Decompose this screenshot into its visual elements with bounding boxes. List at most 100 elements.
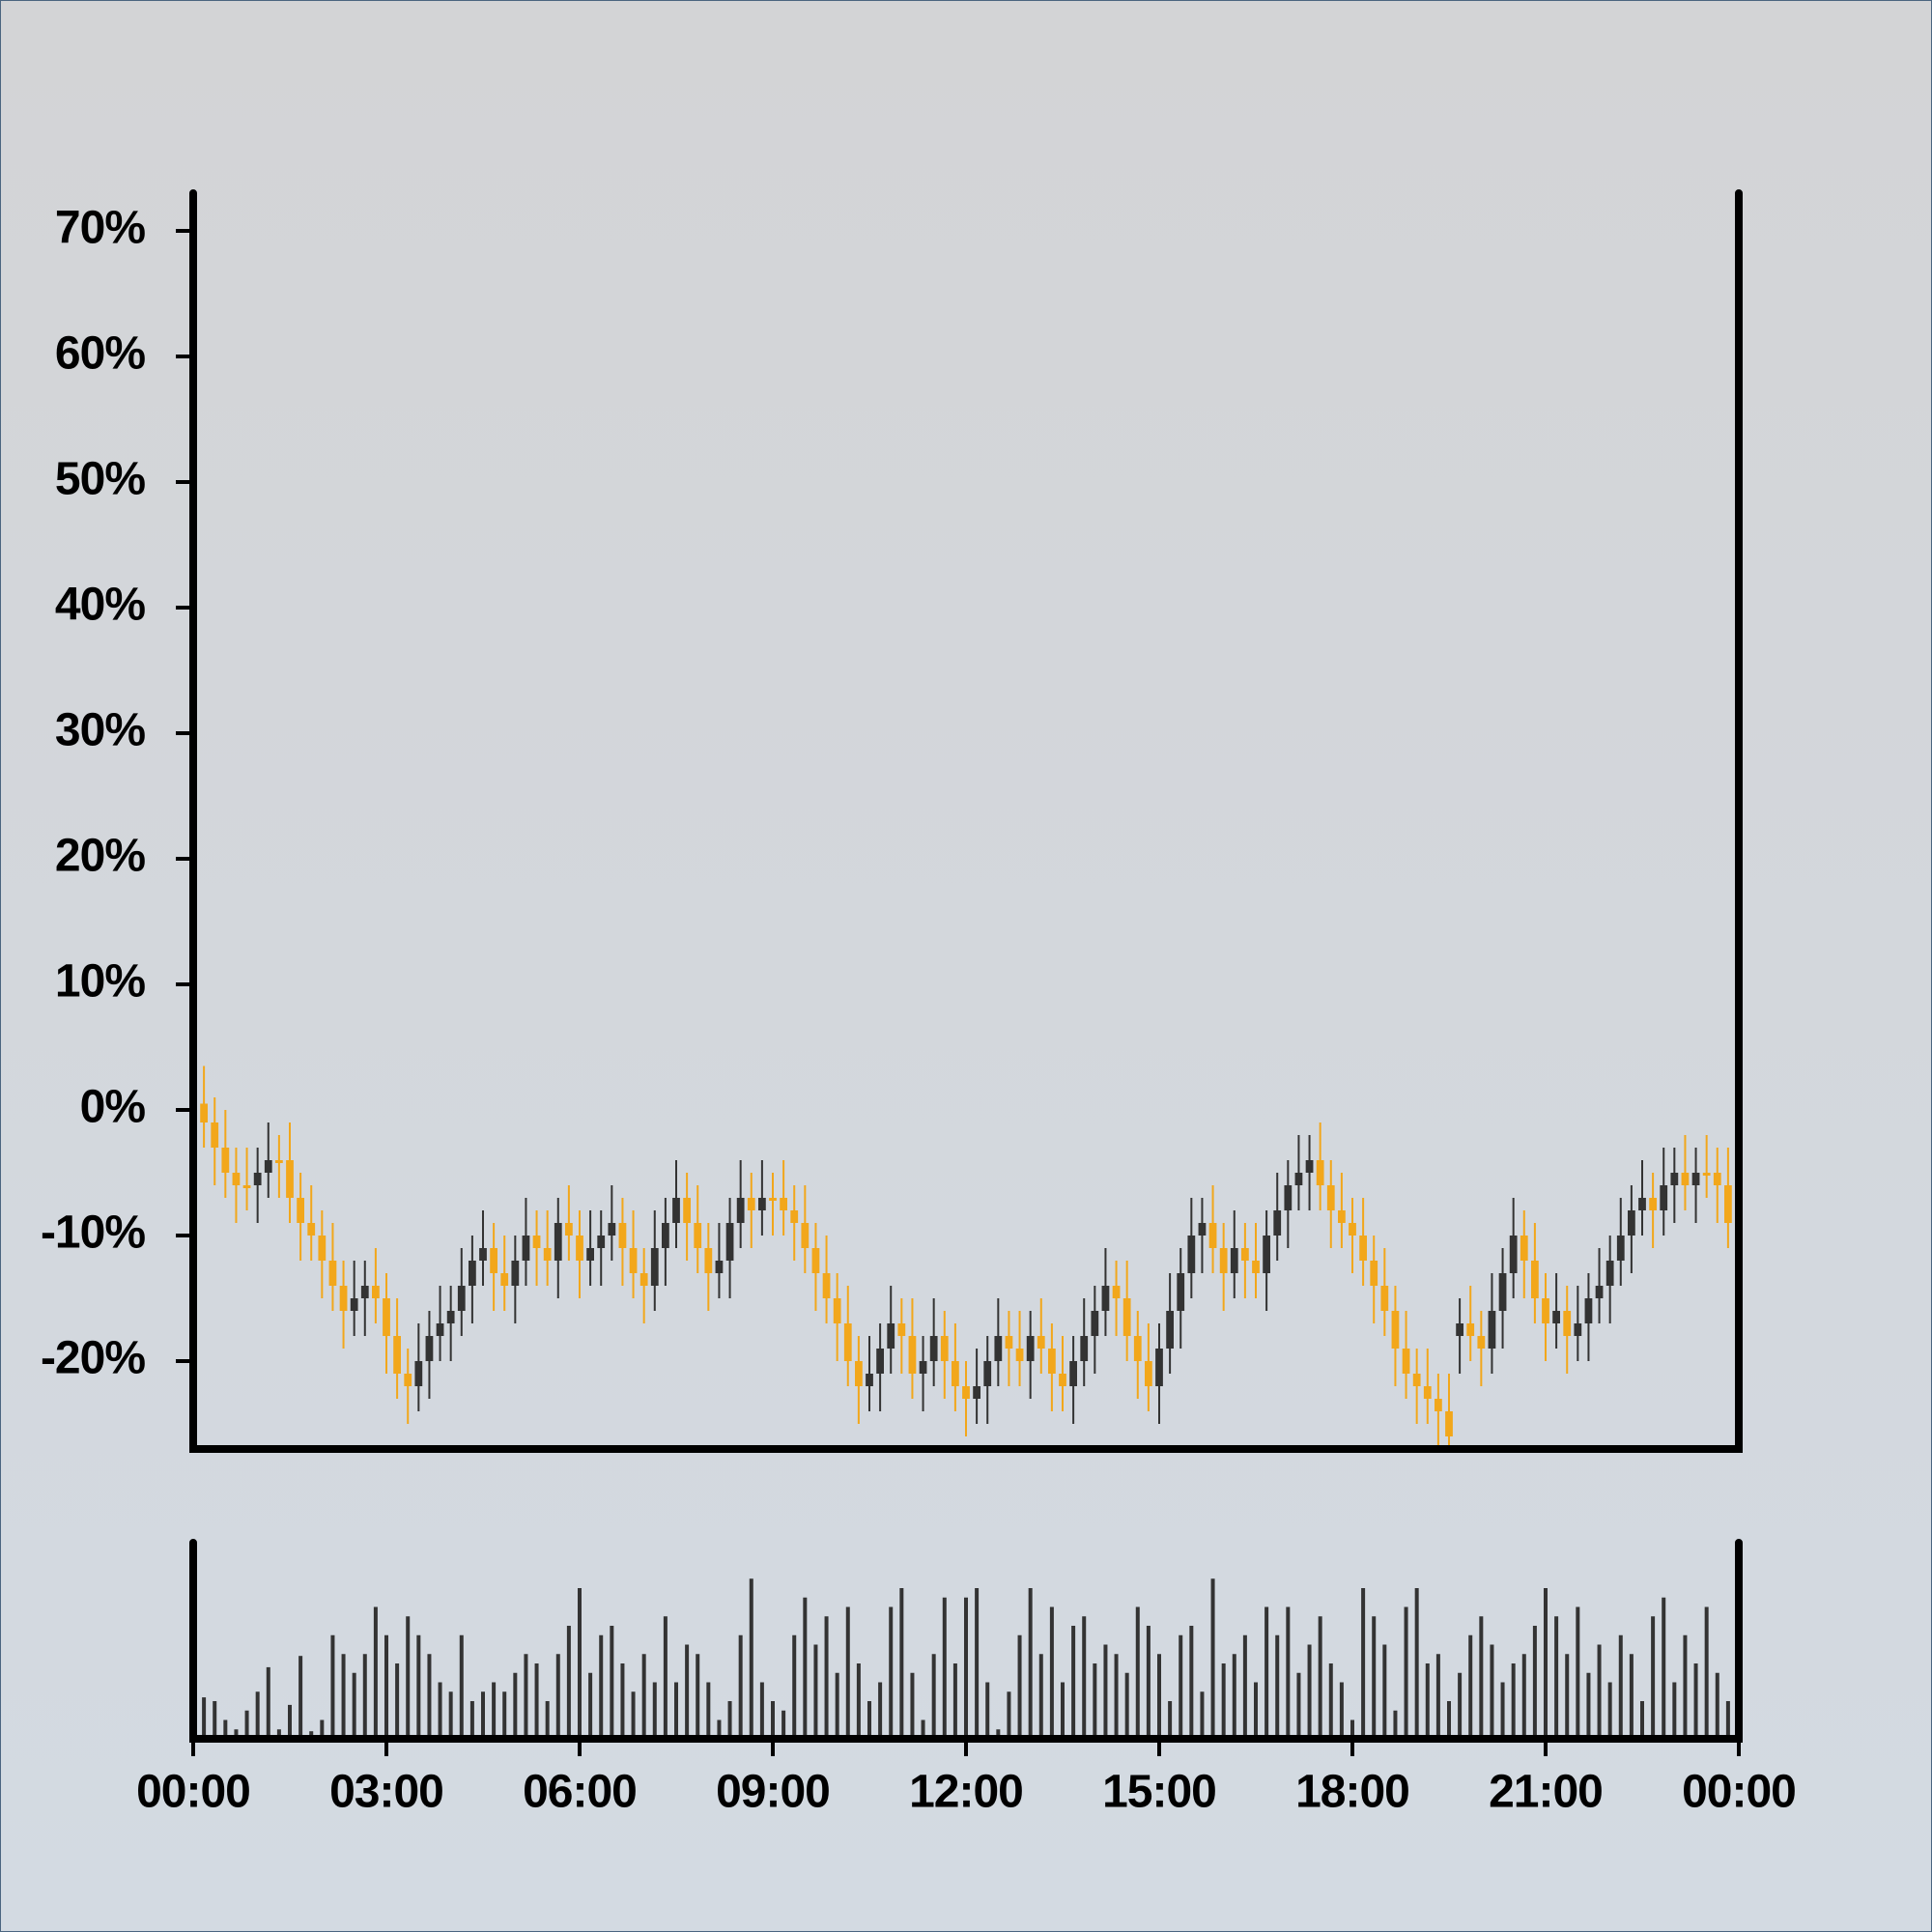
x-tick-label: 00:00	[1682, 1767, 1796, 1818]
volume-bar	[1275, 1634, 1280, 1739]
candle-body	[811, 1248, 820, 1273]
volume-bar	[1404, 1606, 1408, 1739]
x-tick-label: 12:00	[909, 1767, 1023, 1818]
candle-body	[1456, 1323, 1463, 1336]
candle-body	[211, 1122, 219, 1148]
volume-bar	[749, 1578, 753, 1739]
volume-bar	[1511, 1663, 1516, 1739]
candle-body	[833, 1298, 841, 1323]
volume-bar	[1103, 1644, 1108, 1739]
candle-body	[1552, 1311, 1560, 1323]
volume-bar	[856, 1663, 861, 1739]
volume-bar	[1372, 1616, 1377, 1739]
candle-body	[855, 1361, 863, 1386]
candle-body	[1531, 1261, 1539, 1298]
volume-bar	[588, 1672, 593, 1739]
candle-body	[822, 1273, 831, 1298]
volume-bar	[1114, 1654, 1119, 1739]
volume-bar	[652, 1682, 657, 1739]
volume-bar	[685, 1644, 690, 1739]
candle-body	[360, 1286, 369, 1298]
candle-body	[479, 1248, 487, 1261]
candle-body	[618, 1223, 627, 1248]
x-tick-label: 18:00	[1295, 1767, 1409, 1818]
candle-body	[554, 1223, 562, 1261]
candle-body	[747, 1198, 755, 1210]
volume-bar	[1135, 1606, 1140, 1739]
volume-bar	[481, 1691, 485, 1739]
candle-body	[1166, 1311, 1174, 1349]
volume-bar	[416, 1634, 421, 1739]
volume-bar	[352, 1672, 356, 1739]
volume-bar	[1350, 1719, 1354, 1739]
candle-body	[1595, 1286, 1604, 1298]
volume-bar	[1071, 1626, 1076, 1739]
candle-body	[866, 1374, 873, 1386]
volume-bar	[276, 1729, 281, 1739]
candle-body	[200, 1103, 208, 1122]
volume-bar	[288, 1704, 292, 1739]
volume-bar	[202, 1697, 207, 1739]
volume-bar	[1607, 1682, 1612, 1739]
volume-bar	[599, 1634, 604, 1739]
volume-bar	[1286, 1606, 1291, 1739]
candle-body	[1252, 1261, 1260, 1273]
candle-body	[1005, 1336, 1013, 1349]
candle-body	[962, 1386, 970, 1399]
volume-bar	[1532, 1626, 1537, 1739]
volume-bar	[985, 1682, 990, 1739]
candle-body	[1069, 1361, 1077, 1386]
candle-body	[1091, 1311, 1099, 1336]
volume-bar	[910, 1672, 915, 1739]
candle-body	[1509, 1236, 1518, 1273]
candle-body	[446, 1311, 455, 1323]
x-tick-label: 00:00	[136, 1767, 250, 1818]
volume-bar	[1618, 1634, 1623, 1739]
candle-body	[1122, 1298, 1131, 1336]
candle-body	[286, 1160, 294, 1198]
candle-body	[1574, 1323, 1582, 1336]
volume-bar	[975, 1588, 980, 1739]
volume-bar	[1093, 1663, 1097, 1739]
volume-bar	[1017, 1634, 1022, 1739]
candle-body	[758, 1198, 766, 1210]
volume-bar	[1339, 1682, 1344, 1739]
candle-body	[297, 1198, 304, 1223]
candle-body	[1155, 1349, 1163, 1386]
volume-bar	[771, 1701, 775, 1739]
volume-bar	[942, 1597, 947, 1739]
volume-bar	[330, 1634, 335, 1739]
volume-bar	[1704, 1606, 1709, 1739]
candle-body	[639, 1273, 648, 1286]
candle-body	[1423, 1386, 1432, 1399]
volume-bar	[1232, 1654, 1236, 1739]
volume-bar	[1597, 1644, 1602, 1739]
volume-bar	[1447, 1701, 1451, 1739]
volume-bar	[1725, 1701, 1730, 1739]
volume-bar	[1038, 1654, 1043, 1739]
candle-body	[1230, 1248, 1238, 1273]
volume-bar	[1554, 1616, 1559, 1739]
volume-bar	[1264, 1606, 1269, 1739]
candle-body	[897, 1323, 906, 1336]
volume-bar	[341, 1654, 346, 1739]
candle-body	[253, 1173, 262, 1185]
volume-bar	[534, 1663, 539, 1739]
volume-bar	[610, 1626, 614, 1739]
y-tick-label: 60%	[55, 328, 145, 380]
y-tick-label: -20%	[41, 1333, 145, 1384]
y-tick-label: 50%	[55, 454, 145, 505]
candle-body	[1015, 1349, 1024, 1361]
candle-body	[1326, 1185, 1335, 1210]
candle-body	[1391, 1311, 1400, 1349]
candle-body	[1488, 1311, 1496, 1349]
candle-body	[1037, 1336, 1045, 1349]
volume-bar	[1414, 1588, 1419, 1739]
volume-bar	[362, 1654, 367, 1739]
candle-body	[1112, 1286, 1121, 1298]
volume-bar	[759, 1682, 764, 1739]
y-tick-label: 70%	[55, 203, 145, 254]
candle-body	[1542, 1298, 1549, 1323]
candle-body	[597, 1236, 606, 1248]
